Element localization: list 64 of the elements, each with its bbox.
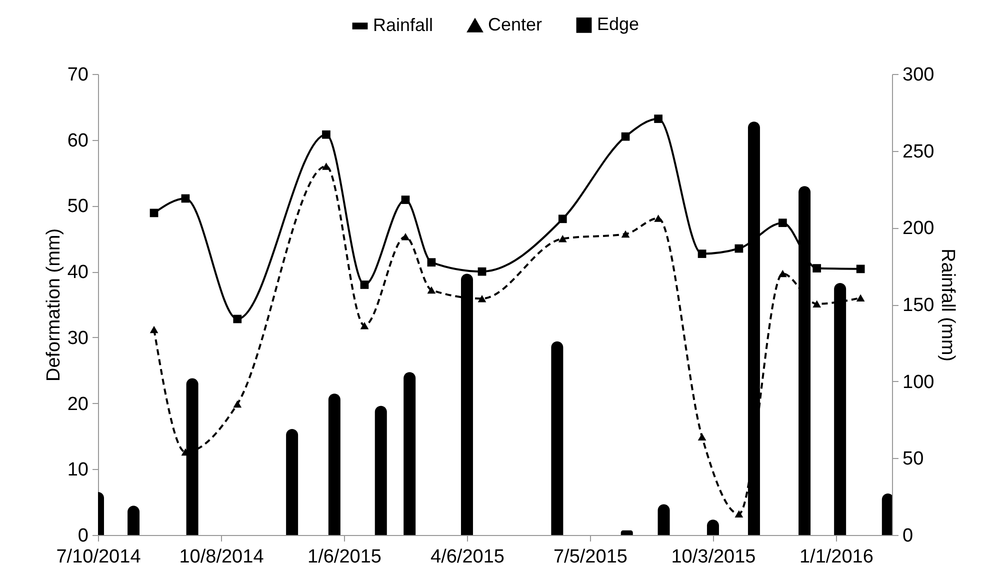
y2-axis-title: Rainfall (mm) bbox=[937, 248, 958, 362]
point bbox=[812, 300, 822, 308]
y-tick-label: 10 bbox=[67, 460, 88, 481]
point bbox=[478, 294, 486, 302]
point bbox=[621, 230, 630, 238]
y-axis-title: Deformation (mm) bbox=[43, 228, 64, 382]
point bbox=[558, 214, 567, 224]
point bbox=[856, 294, 865, 302]
point bbox=[812, 264, 822, 272]
point bbox=[654, 114, 662, 123]
point bbox=[233, 400, 242, 408]
point bbox=[734, 510, 744, 518]
point bbox=[150, 326, 158, 334]
point bbox=[427, 286, 436, 294]
point bbox=[621, 132, 630, 141]
x-tick-label: 10/3/2015 bbox=[671, 546, 756, 568]
point bbox=[401, 233, 410, 240]
y-tick-label: 70 bbox=[67, 64, 88, 86]
x-tick-label: 10/8/2014 bbox=[179, 546, 264, 568]
y-tick-label: 30 bbox=[67, 328, 88, 349]
bar bbox=[620, 530, 633, 535]
point bbox=[360, 280, 369, 289]
legend-label: Edge bbox=[597, 14, 640, 34]
y2-tick-label: 200 bbox=[902, 218, 934, 240]
y2-tick-label: 300 bbox=[902, 64, 934, 86]
point bbox=[478, 267, 486, 276]
y2-tick-label: 100 bbox=[902, 372, 934, 393]
y-tick-label: 60 bbox=[67, 130, 88, 152]
x-tick-label: 1/6/2015 bbox=[308, 546, 382, 568]
legend-label: Center bbox=[488, 14, 542, 35]
point bbox=[558, 235, 567, 242]
y-tick-label: 20 bbox=[67, 394, 88, 415]
point bbox=[778, 218, 787, 228]
bar bbox=[374, 406, 387, 535]
point bbox=[401, 196, 410, 204]
bar bbox=[551, 341, 564, 535]
x-tick-label: 7/5/2015 bbox=[553, 546, 628, 568]
bar bbox=[328, 394, 340, 535]
y2-tick-label: 150 bbox=[902, 295, 934, 316]
x-tick-label: 1/1/2016 bbox=[799, 546, 874, 568]
point bbox=[360, 322, 369, 330]
point bbox=[150, 208, 158, 218]
legend-label: Rainfall bbox=[373, 15, 434, 35]
y-tick-label: 40 bbox=[67, 262, 88, 284]
point bbox=[778, 270, 787, 278]
bar bbox=[404, 372, 416, 535]
point bbox=[698, 433, 706, 440]
point bbox=[233, 314, 242, 324]
x-tick-label: 7/10/2014 bbox=[56, 546, 142, 568]
y2-tick-label: 50 bbox=[902, 448, 924, 470]
bar bbox=[128, 506, 140, 535]
point bbox=[734, 244, 744, 253]
y-tick-label: 50 bbox=[67, 196, 88, 218]
y-tick-label: 0 bbox=[78, 526, 88, 546]
x-tick-label: 4/6/2015 bbox=[430, 546, 504, 568]
point bbox=[427, 258, 436, 267]
point bbox=[856, 264, 865, 274]
y2-tick-label: 250 bbox=[902, 141, 934, 162]
point bbox=[181, 194, 190, 203]
y2-tick-label: 0 bbox=[902, 526, 914, 546]
point bbox=[698, 250, 706, 258]
bar bbox=[658, 504, 670, 535]
bar bbox=[286, 428, 298, 535]
point bbox=[322, 130, 330, 139]
